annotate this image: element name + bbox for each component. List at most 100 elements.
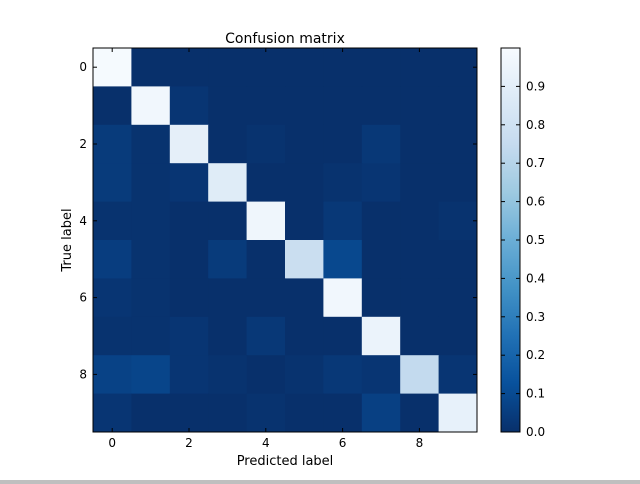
colorbar-tick-label: 0.4 [526,271,545,285]
heatmap-cell [169,163,209,203]
heatmap-cell [361,393,401,433]
heatmap-cell [361,163,401,203]
heatmap-cell [400,240,440,279]
heatmap-cell [169,240,209,279]
heatmap-cell [438,240,478,279]
heatmap-cell [323,163,363,203]
heatmap-cell [400,393,440,433]
heatmap-cell [169,86,209,126]
heatmap-cell [323,355,363,395]
colorbar-tick-label: 0.7 [526,156,545,170]
colorbar-tick-label: 0.8 [526,118,545,132]
x-axis-ticks: 0 2 4 6 8 [108,48,423,450]
heatmap-cell [438,278,478,318]
heatmap-cell [246,240,286,279]
heatmap-cell [93,48,132,87]
colorbar-tick-label: 0.1 [526,387,545,401]
heatmap-cells [93,48,478,433]
y-tick-label: 4 [79,214,87,228]
heatmap-cell [208,201,248,241]
heatmap-cell [323,124,363,164]
heatmap-cell [169,355,209,395]
heatmap-cell [169,201,209,241]
heatmap-cell [361,240,401,279]
y-tick-label: 2 [79,137,87,151]
heatmap-cell [323,393,363,433]
heatmap-cell [131,355,171,395]
heatmap-cell [438,201,478,241]
heatmap-cell [323,86,363,126]
x-tick-label: 0 [108,436,116,450]
heatmap-cell [131,316,171,356]
x-tick-label: 6 [339,436,347,450]
heatmap-cell [438,48,478,87]
heatmap-cell [400,316,440,356]
colorbar-ticks: 0.0 0.1 0.2 0.3 0.4 0.5 0.6 0.7 0.8 0.9 [501,79,545,439]
heatmap-cell [400,86,440,126]
heatmap-cell [208,163,248,203]
heatmap-cell [361,124,401,164]
colorbar-tick-label: 0.3 [526,310,545,324]
heatmap-cell [131,48,171,87]
heatmap-cell [208,278,248,318]
heatmap-cell [438,355,478,395]
heatmap-cell [285,278,324,318]
x-tick-label: 2 [185,436,193,450]
heatmap-cell [246,163,286,203]
heatmap-cell [400,201,440,241]
heatmap-cell [131,163,171,203]
heatmap-cell [438,163,478,203]
heatmap-cell [169,124,209,164]
heatmap-cell [361,355,401,395]
x-axis-label: Predicted label [237,454,334,469]
heatmap-cell [438,393,478,433]
heatmap-cell [323,316,363,356]
heatmap-cell [93,240,132,279]
heatmap-cell [246,201,286,241]
heatmap-cell [131,124,171,164]
heatmap-cell [208,86,248,126]
heatmap-cell [208,393,248,433]
heatmap-cell [285,124,324,164]
heatmap-cell [131,201,171,241]
heatmap-cell [93,201,132,241]
heatmap-cell [361,278,401,318]
heatmap-cell [285,316,324,356]
heatmap-cell [400,163,440,203]
heatmap-cell [131,278,171,318]
heatmap-cell [246,86,286,126]
heatmap-cell [131,86,171,126]
heatmap-cell [93,355,132,395]
heatmap-cell [131,393,171,433]
heatmap-cell [93,393,132,433]
y-tick-label: 6 [79,291,87,305]
heatmap-cell [285,48,324,87]
heatmap-cell [438,316,478,356]
heatmap-cell [208,316,248,356]
heatmap-cell [400,355,440,395]
plot-frame [92,47,478,433]
heatmap-cell [285,201,324,241]
y-tick-label: 0 [79,60,87,74]
y-tick-label: 8 [79,367,87,381]
heatmap-cell [246,48,286,87]
heatmap-cell [208,48,248,87]
heatmap-cell [208,240,248,279]
heatmap-cell [169,48,209,87]
colorbar-tick-label: 0.2 [526,348,545,362]
heatmap-cell [93,163,132,203]
heatmap-cell [400,278,440,318]
heatmap-cell [400,124,440,164]
heatmap-cell [208,355,248,395]
heatmap-cell [131,240,171,279]
heatmap-cell [323,201,363,241]
x-tick-label: 8 [416,436,424,450]
heatmap-cell [285,163,324,203]
chart-title: Confusion matrix [225,31,345,47]
heatmap-cell [361,86,401,126]
heatmap-cell [400,48,440,87]
heatmap-cell [93,86,132,126]
heatmap-cell [285,393,324,433]
colorbar-tick-label: 0.5 [526,233,545,247]
